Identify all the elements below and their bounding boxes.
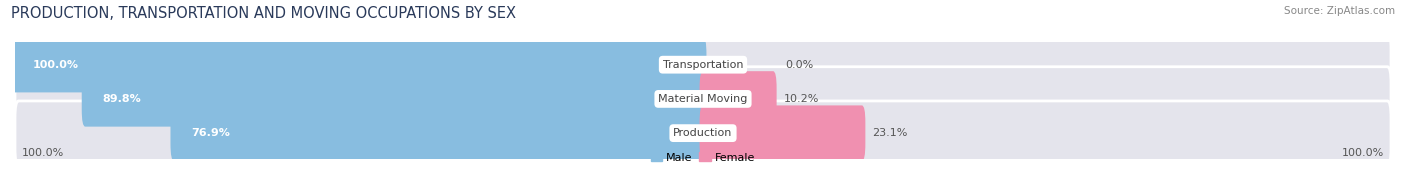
Text: 100.0%: 100.0% bbox=[22, 148, 65, 158]
FancyBboxPatch shape bbox=[700, 71, 776, 127]
FancyBboxPatch shape bbox=[82, 71, 706, 127]
Text: 23.1%: 23.1% bbox=[872, 128, 908, 138]
Text: PRODUCTION, TRANSPORTATION AND MOVING OCCUPATIONS BY SEX: PRODUCTION, TRANSPORTATION AND MOVING OC… bbox=[11, 6, 516, 21]
Text: 0.0%: 0.0% bbox=[786, 60, 814, 70]
Text: 76.9%: 76.9% bbox=[191, 128, 231, 138]
FancyBboxPatch shape bbox=[170, 105, 706, 161]
Text: 10.2%: 10.2% bbox=[783, 94, 818, 104]
Text: 100.0%: 100.0% bbox=[1341, 148, 1384, 158]
FancyBboxPatch shape bbox=[15, 33, 1391, 97]
FancyBboxPatch shape bbox=[11, 37, 706, 92]
Text: Production: Production bbox=[673, 128, 733, 138]
FancyBboxPatch shape bbox=[700, 105, 865, 161]
FancyBboxPatch shape bbox=[15, 67, 1391, 131]
Text: Material Moving: Material Moving bbox=[658, 94, 748, 104]
Text: 89.8%: 89.8% bbox=[103, 94, 141, 104]
Text: Transportation: Transportation bbox=[662, 60, 744, 70]
Legend: Male, Female: Male, Female bbox=[651, 152, 755, 162]
Text: Source: ZipAtlas.com: Source: ZipAtlas.com bbox=[1284, 6, 1395, 16]
Text: 100.0%: 100.0% bbox=[32, 60, 79, 70]
FancyBboxPatch shape bbox=[15, 101, 1391, 165]
